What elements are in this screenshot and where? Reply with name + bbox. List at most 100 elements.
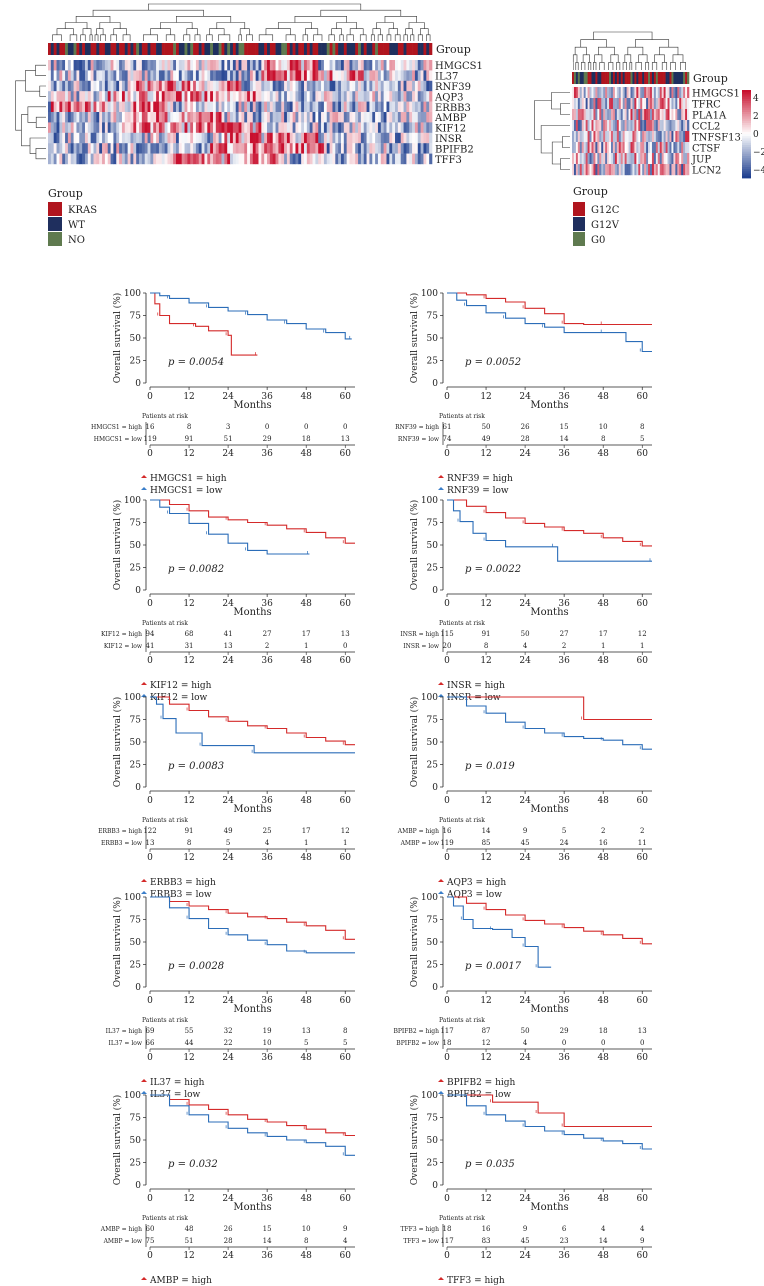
- heatmap-cell: [252, 80, 256, 92]
- heatmap-cell: [661, 98, 664, 110]
- color-scale-bar: 420−2−4: [742, 90, 764, 179]
- heatmap-cell: [383, 112, 387, 123]
- heatmap-cell: [651, 142, 655, 154]
- left-col-dendro-branch: [92, 9, 204, 17]
- heatmap-cell: [614, 87, 618, 99]
- x-tick-label: 36: [558, 1194, 570, 1204]
- heatmap-cell: [589, 142, 592, 154]
- heatmap-cell: [624, 153, 627, 165]
- heatmap-cell: [295, 80, 299, 92]
- risk-count-low: 5: [640, 435, 644, 443]
- y-tick-label: 100: [421, 893, 438, 903]
- heatmap-cell: [657, 109, 661, 121]
- group-annotation-cell: [62, 43, 66, 55]
- legend-label-no: NO: [68, 235, 85, 246]
- risk-count-high: 2: [601, 827, 605, 835]
- heatmap-cell: [579, 142, 583, 154]
- heatmap-cell: [650, 153, 653, 165]
- heatmap-cell: [338, 143, 342, 154]
- heatmap-cell: [392, 101, 396, 113]
- heatmap-cell: [113, 132, 117, 144]
- group-annotation-cell: [426, 43, 430, 55]
- legend-low-label: KIF12 = low: [150, 693, 208, 703]
- heatmap-cell: [683, 164, 686, 176]
- heatmap-cell: [195, 80, 200, 92]
- group-annotation-cell: [677, 72, 680, 84]
- heatmap-cell: [76, 80, 80, 92]
- risk-count-high: 2: [640, 827, 644, 835]
- x-axis-label: Months: [530, 607, 568, 618]
- heatmap-cell: [593, 87, 596, 99]
- group-annotation-cell: [657, 72, 661, 84]
- heatmap-cell: [127, 143, 131, 154]
- heatmap-cell: [130, 70, 134, 81]
- risk-count-high: 91: [185, 827, 194, 835]
- heatmap-cell: [400, 80, 404, 92]
- heatmap-cell: [275, 70, 279, 81]
- heatmap-cell: [392, 70, 396, 81]
- heatmap-cell: [212, 80, 217, 92]
- heatmap-cell: [218, 143, 222, 154]
- heatmap-cell: [346, 132, 350, 144]
- heatmap-cell: [275, 112, 279, 123]
- x-tick-label: 36: [261, 599, 273, 609]
- heatmap-cell: [102, 112, 106, 123]
- right-col-dendro-branch: [608, 62, 614, 70]
- heatmap-cell: [104, 80, 109, 92]
- group-annotation-cell: [141, 43, 146, 55]
- heatmap-cell: [332, 122, 336, 133]
- risk-x-tick-label: 0: [444, 1251, 450, 1261]
- heatmap-cell: [412, 70, 416, 81]
- x-axis-label: Months: [233, 607, 271, 618]
- heatmap-cell: [406, 70, 410, 81]
- p-value: p = 0.019: [465, 761, 515, 772]
- heatmap-cell: [638, 142, 641, 154]
- heatmap-cell: [167, 143, 171, 154]
- risk-count-low: 51: [224, 435, 233, 443]
- group-annotation-cell: [597, 72, 600, 84]
- heatmap-cell: [589, 87, 592, 99]
- left-col-dendro-branch: [388, 28, 398, 35]
- heatmap-cell: [326, 101, 330, 113]
- heatmap-cell: [573, 120, 577, 132]
- heatmap-cell: [289, 122, 293, 133]
- heatmap-cell: [133, 70, 137, 81]
- heatmap-cell: [258, 143, 262, 154]
- group-annotation-cell: [685, 72, 688, 84]
- heatmap-cell: [119, 112, 123, 123]
- right-col-dendro-branch: [670, 62, 676, 70]
- risk-count-high: 9: [523, 827, 527, 835]
- heatmap-cell: [272, 70, 276, 81]
- risk-table-title: Patients at risk: [142, 413, 188, 420]
- group-annotation-cell: [195, 43, 200, 55]
- heatmap-cell: [272, 80, 276, 92]
- heatmap-cell: [156, 143, 160, 154]
- heatmap-cell: [264, 132, 268, 144]
- heatmap-cell: [119, 132, 123, 144]
- heatmap-cell: [681, 109, 684, 121]
- heatmap-cell: [323, 122, 328, 133]
- heatmap-cell: [124, 132, 128, 144]
- heatmap-cell: [232, 60, 237, 71]
- heatmap-cell: [343, 122, 347, 133]
- heatmap-cell: [62, 91, 66, 102]
- right-gene-label: TNFSF13B: [692, 133, 748, 144]
- heatmap-cell: [601, 98, 604, 110]
- heatmap-cell: [96, 122, 100, 133]
- heatmap-cell: [84, 60, 89, 71]
- heatmap-cell: [193, 80, 197, 92]
- heatmap-cell: [218, 70, 222, 81]
- heatmap-cell: [581, 164, 584, 176]
- heatmap-cell: [227, 112, 231, 123]
- heatmap-cell: [67, 91, 72, 102]
- legend-marker-low: [141, 694, 147, 697]
- heatmap-cell: [646, 164, 649, 176]
- heatmap-cell: [340, 153, 345, 165]
- heatmap-cell: [409, 70, 413, 81]
- heatmap-cell: [184, 153, 188, 165]
- heatmap-cell: [96, 132, 100, 144]
- heatmap-cell: [210, 112, 214, 123]
- heatmap-cell: [258, 153, 262, 165]
- heatmap-cell: [632, 109, 635, 121]
- heatmap-cell: [352, 91, 356, 102]
